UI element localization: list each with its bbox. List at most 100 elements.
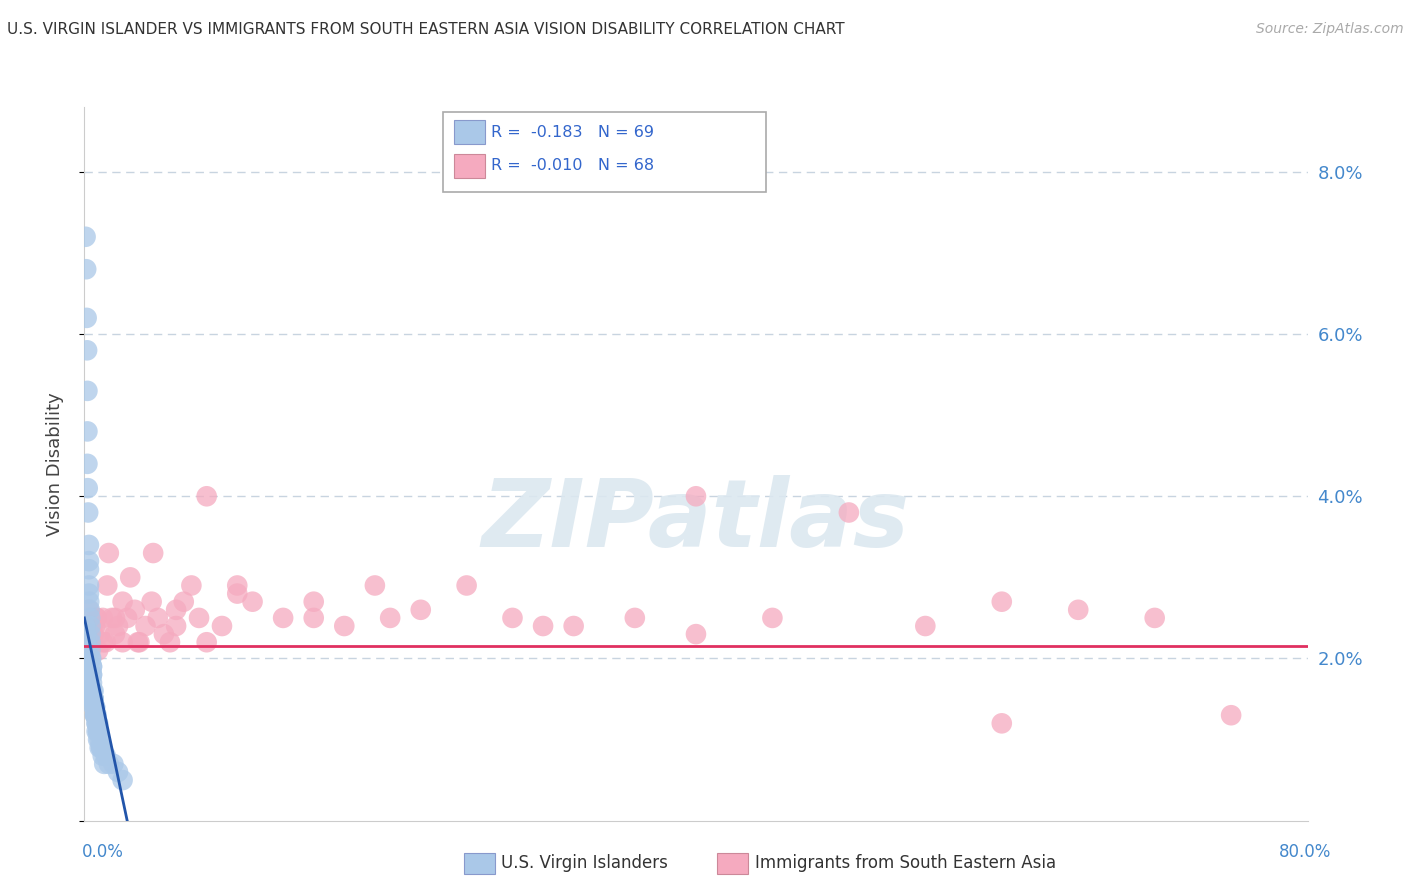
- Point: [77, 562, 100, 576]
- Point: [79, 603, 101, 617]
- Point: [195, 489, 218, 503]
- Point: [1143, 611, 1166, 625]
- Point: [80, 635, 103, 649]
- Y-axis label: Vision Disability: Vision Disability: [45, 392, 63, 536]
- Point: [127, 635, 149, 649]
- Point: [226, 578, 249, 592]
- Text: 0.0%: 0.0%: [82, 843, 124, 861]
- Point: [146, 611, 169, 625]
- Point: [83, 692, 105, 706]
- Point: [75, 619, 97, 633]
- Text: ZIPatlas: ZIPatlas: [482, 475, 910, 567]
- Point: [80, 667, 103, 681]
- Text: R =  -0.010   N = 68: R = -0.010 N = 68: [491, 159, 654, 173]
- Point: [76, 425, 98, 439]
- Text: Source: ZipAtlas.com: Source: ZipAtlas.com: [1256, 22, 1403, 37]
- Point: [79, 635, 101, 649]
- Point: [75, 635, 97, 649]
- Point: [96, 578, 118, 592]
- Point: [128, 635, 150, 649]
- Point: [76, 619, 98, 633]
- Point: [77, 675, 100, 690]
- Point: [75, 627, 97, 641]
- Point: [91, 635, 114, 649]
- Point: [914, 619, 936, 633]
- Point: [77, 586, 100, 600]
- Point: [333, 619, 356, 633]
- Point: [364, 578, 387, 592]
- Point: [97, 546, 120, 560]
- Point: [159, 635, 181, 649]
- Point: [180, 578, 202, 592]
- Point: [89, 740, 111, 755]
- Point: [79, 627, 101, 641]
- Point: [111, 635, 134, 649]
- Point: [84, 708, 107, 723]
- Point: [107, 764, 129, 779]
- Point: [991, 716, 1014, 731]
- Point: [87, 643, 110, 657]
- Point: [838, 506, 860, 520]
- Point: [90, 740, 112, 755]
- Point: [84, 700, 107, 714]
- Point: [84, 700, 107, 714]
- Point: [80, 667, 103, 681]
- Point: [302, 611, 325, 625]
- Point: [86, 708, 108, 723]
- Point: [80, 692, 103, 706]
- Point: [456, 578, 478, 592]
- Point: [104, 611, 127, 625]
- Point: [87, 724, 110, 739]
- Text: U.S. VIRGIN ISLANDER VS IMMIGRANTS FROM SOUTH EASTERN ASIA VISION DISABILITY COR: U.S. VIRGIN ISLANDER VS IMMIGRANTS FROM …: [7, 22, 845, 37]
- Point: [271, 611, 294, 625]
- Point: [165, 619, 187, 633]
- Point: [80, 659, 103, 673]
- Point: [91, 611, 114, 625]
- Point: [77, 554, 100, 568]
- Point: [77, 667, 100, 681]
- Point: [83, 700, 105, 714]
- Point: [562, 619, 585, 633]
- Point: [165, 603, 187, 617]
- Point: [103, 756, 125, 771]
- Point: [83, 692, 105, 706]
- Point: [79, 643, 101, 657]
- Point: [302, 595, 325, 609]
- Point: [79, 684, 101, 698]
- Point: [83, 692, 105, 706]
- Point: [1220, 708, 1243, 723]
- Point: [76, 310, 98, 325]
- Point: [111, 595, 134, 609]
- Point: [77, 595, 100, 609]
- Point: [195, 635, 218, 649]
- Point: [77, 603, 100, 617]
- Point: [91, 748, 114, 763]
- Point: [77, 578, 100, 592]
- Point: [83, 684, 105, 698]
- Point: [84, 708, 107, 723]
- Point: [90, 740, 112, 755]
- Point: [83, 692, 105, 706]
- Point: [86, 611, 108, 625]
- Point: [80, 651, 103, 665]
- Point: [624, 611, 647, 625]
- Point: [80, 675, 103, 690]
- Point: [242, 595, 264, 609]
- Point: [104, 627, 127, 641]
- Point: [531, 619, 554, 633]
- Point: [142, 546, 165, 560]
- Point: [94, 635, 117, 649]
- Point: [188, 611, 211, 625]
- Point: [94, 748, 117, 763]
- Point: [80, 651, 103, 665]
- Text: 80.0%: 80.0%: [1279, 843, 1331, 861]
- Point: [80, 619, 103, 633]
- Point: [107, 619, 129, 633]
- Point: [93, 756, 115, 771]
- Point: [173, 595, 195, 609]
- Point: [1067, 603, 1090, 617]
- Point: [76, 481, 98, 495]
- Point: [77, 506, 100, 520]
- Point: [89, 732, 111, 747]
- Point: [115, 611, 138, 625]
